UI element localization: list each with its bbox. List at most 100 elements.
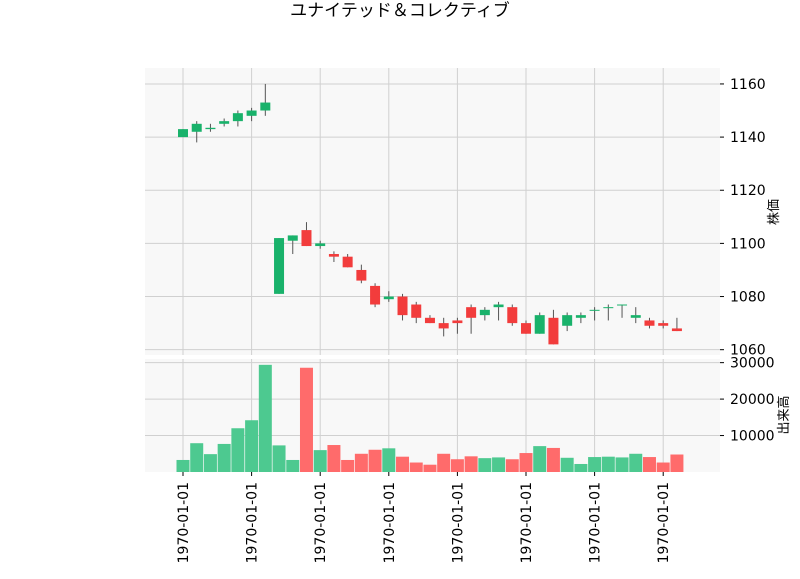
candle-body <box>274 238 285 294</box>
volume-bar <box>505 459 519 472</box>
candle-body <box>370 285 381 305</box>
volume-bar <box>245 420 259 472</box>
axes: 1060 1080 1100 1120 1140 1160 10000 20000 30000 1… <box>176 77 775 563</box>
price-panel <box>145 68 720 355</box>
volume-bar <box>615 457 629 472</box>
candle-body <box>424 317 435 324</box>
candle-body <box>356 269 367 281</box>
volume-tick-label: 30000 <box>730 356 775 372</box>
price-tick-label: 1100 <box>730 236 766 252</box>
volume-bar <box>286 459 300 472</box>
candle-body <box>589 309 600 311</box>
candle-body <box>205 127 216 130</box>
volume-bars <box>176 364 684 472</box>
candle-body <box>521 323 531 334</box>
candle-body <box>383 296 394 300</box>
volume-bar <box>464 456 478 472</box>
volume-bar <box>588 457 602 472</box>
x-tick-label: 1970-01-01 <box>245 482 261 563</box>
candle-body <box>260 102 271 111</box>
volume-bar <box>272 445 286 472</box>
volume-bar <box>327 445 341 472</box>
candle-body <box>411 304 422 318</box>
volume-bar <box>217 443 231 472</box>
x-tick-label: 1970-01-01 <box>450 482 466 563</box>
candle-body <box>342 256 353 268</box>
candle-body <box>671 328 682 332</box>
volume-bar <box>423 464 437 472</box>
price-tick-label: 1120 <box>730 183 766 199</box>
volume-bar <box>546 447 560 472</box>
volume-bar <box>519 453 533 472</box>
volume-bar <box>601 456 615 472</box>
candle-body <box>630 315 641 318</box>
x-tick-label: 1970-01-01 <box>656 482 672 563</box>
volume-tick-label: 10000 <box>730 429 775 445</box>
candle-body <box>219 121 230 124</box>
candle-body <box>301 230 312 247</box>
volume-bar <box>492 457 506 472</box>
volume-tick-label: 20000 <box>730 392 775 408</box>
volume-bar <box>656 462 670 472</box>
candle-body <box>507 307 518 324</box>
price-axis-label: 株価 <box>767 199 782 225</box>
volume-axis-label: 出来高 <box>776 395 792 434</box>
candle-body <box>452 320 463 324</box>
candle-body <box>328 254 339 257</box>
volume-bar <box>396 456 410 472</box>
volume-bar <box>574 463 588 472</box>
candle-body <box>493 304 504 308</box>
candle-body <box>232 113 243 122</box>
volume-bar <box>190 443 204 472</box>
volume-bar <box>450 459 464 472</box>
candle-body <box>548 317 559 345</box>
x-tick-label: 1970-01-01 <box>382 482 398 563</box>
volume-bar <box>629 453 643 472</box>
candle-body <box>466 307 477 318</box>
candle-body <box>617 304 628 306</box>
volume-bar <box>560 457 574 472</box>
x-tick-label: 1970-01-01 <box>176 482 192 563</box>
grid-lines <box>145 68 720 472</box>
candle-body <box>287 235 298 241</box>
volume-bar <box>354 453 368 472</box>
x-tick-label: 1970-01-01 <box>313 482 329 563</box>
price-tick-label: 1160 <box>730 77 766 93</box>
candle-body <box>315 243 326 247</box>
candle-body <box>479 309 490 316</box>
candle-body <box>534 315 545 334</box>
candle-body <box>178 129 188 138</box>
volume-bar <box>258 364 272 472</box>
x-tick-label: 1970-01-01 <box>519 482 535 563</box>
volume-bar <box>341 459 355 472</box>
price-candles <box>178 83 682 345</box>
candle-body <box>562 315 573 326</box>
volume-bar <box>409 462 423 472</box>
candle-body <box>191 123 202 132</box>
candle-body <box>246 110 257 116</box>
volume-bar <box>382 448 396 472</box>
candle-body <box>575 315 586 318</box>
price-tick-label: 1140 <box>730 130 766 146</box>
volume-bar <box>313 450 327 472</box>
volume-bar <box>203 454 217 472</box>
candle-body <box>658 323 669 326</box>
price-tick-label: 1080 <box>730 290 766 306</box>
volume-bar <box>368 449 382 472</box>
candle-body <box>438 323 449 329</box>
volume-bar <box>299 367 313 472</box>
volume-bar <box>231 428 245 472</box>
candle-body <box>603 307 614 309</box>
price-tick-label: 1060 <box>730 343 766 359</box>
volume-bar <box>670 454 684 472</box>
volume-bar <box>478 458 492 472</box>
candle-body <box>397 296 408 316</box>
volume-bar <box>533 446 547 472</box>
volume-bar <box>176 459 190 472</box>
candle-body <box>644 320 655 326</box>
volume-bar <box>642 457 656 472</box>
volume-bar <box>437 453 451 472</box>
x-tick-label: 1970-01-01 <box>588 482 604 563</box>
